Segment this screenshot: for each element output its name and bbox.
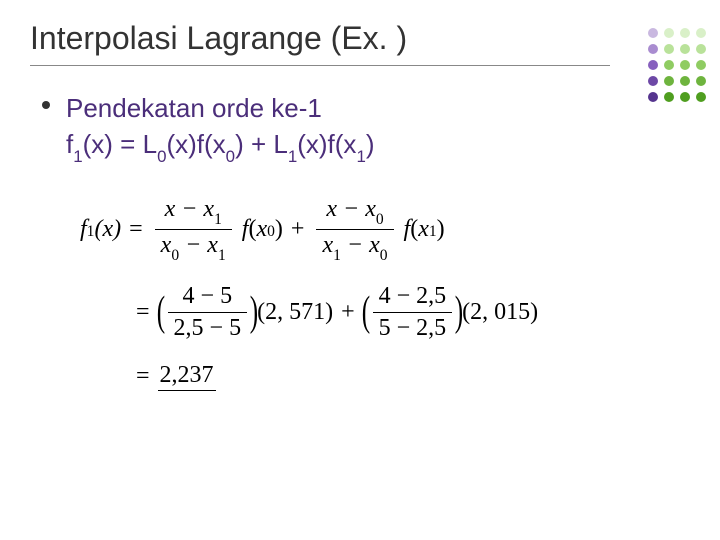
- formula-line-3: = 2,237: [128, 362, 690, 391]
- slide-title: Interpolasi Lagrange (Ex. ): [30, 20, 610, 66]
- bullet-text: Pendekatan orde ke-1 f1(x) = L0(x)f(x0) …: [66, 90, 375, 166]
- bullet-item: Pendekatan orde ke-1 f1(x) = L0(x)f(x0) …: [42, 90, 690, 166]
- formula-line-1: f1(x) = x − x1 x0 − x1 f(x0) + x − x0 x1…: [80, 196, 690, 263]
- bullet-line-2: f1(x) = L0(x)f(x0) + L1(x)f(x1): [66, 126, 375, 166]
- formula-line-2: = ( 4 − 5 2,5 − 5 ) (2, 571) + ( 4 − 2,5…: [128, 283, 690, 342]
- decorative-dots: [648, 28, 708, 104]
- formula-block: f1(x) = x − x1 x0 − x1 f(x0) + x − x0 x1…: [80, 196, 690, 391]
- bullet-icon: [42, 101, 50, 109]
- bullet-line-1: Pendekatan orde ke-1: [66, 90, 375, 126]
